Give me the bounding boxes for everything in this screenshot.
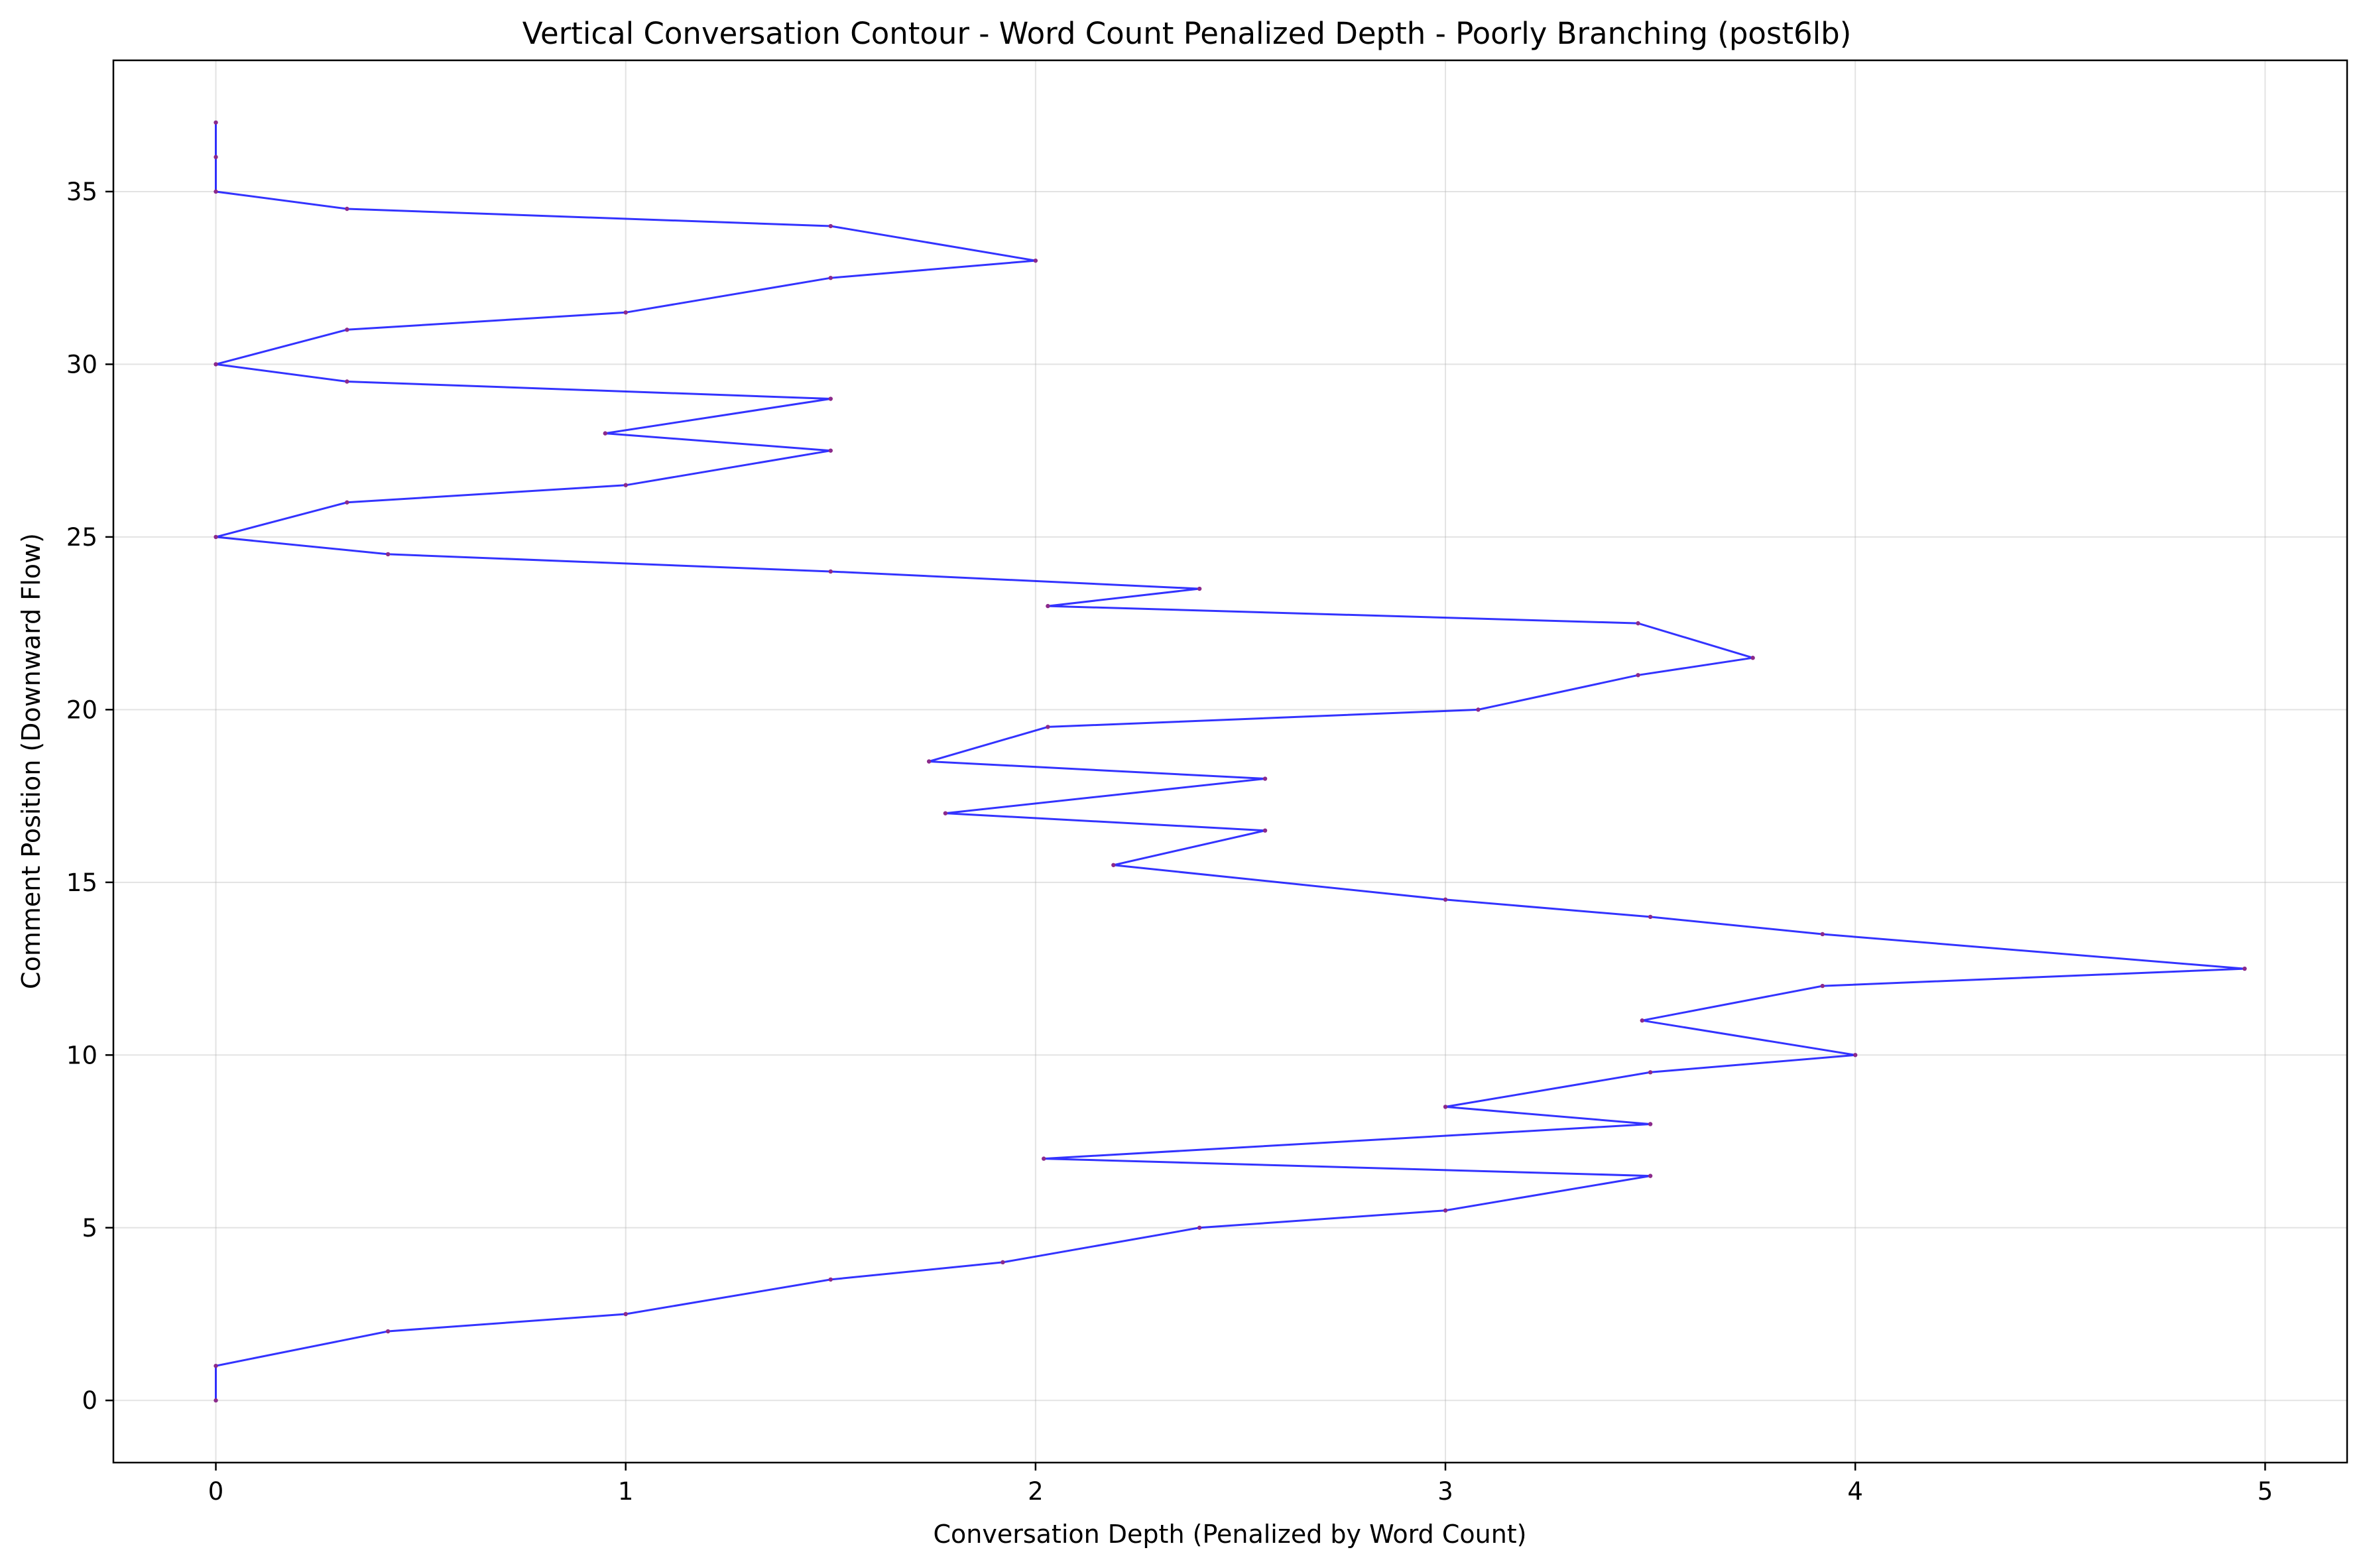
x-tick-label: 4 [1847,1477,1863,1506]
data-point [828,569,833,574]
y-tick-label: 0 [82,1386,97,1415]
x-tick-label: 3 [1437,1477,1453,1506]
data-point [213,534,218,540]
grid-lines [113,60,2347,1463]
data-point [345,379,349,384]
plot-frame [112,59,2348,1464]
x-tick-label: 0 [208,1477,224,1506]
data-point [1820,983,1825,989]
data-point [345,206,349,211]
y-axis-label: Comment Position (Downward Flow) [17,533,46,989]
data-point [828,448,833,453]
data-point [1648,914,1653,920]
data-point [1046,603,1050,609]
y-tick-label: 5 [82,1214,97,1242]
x-axis-label: Conversation Depth (Penalized by Word Co… [933,1520,1526,1549]
data-point [1197,586,1202,591]
data-point [1853,1053,1858,1057]
x-tick-label: 2 [1028,1477,1044,1506]
data-point [926,759,932,764]
series-line [215,122,2245,1401]
y-tick-label: 15 [66,869,97,897]
data-point [1197,1225,1202,1230]
y-axis-ticks: 0 5 10 15 20 25 30 35 [66,178,113,1415]
data-point [385,1329,391,1334]
data-point [1443,1208,1448,1213]
data-point [828,223,833,229]
data-point [1443,897,1448,902]
data-point [213,154,218,160]
data-point [1636,621,1640,626]
data-point [1033,258,1038,263]
data-point [1042,1156,1046,1161]
y-tick-label: 30 [66,350,97,379]
data-point [828,1277,833,1282]
data-point [1262,828,1268,833]
series-layer [213,120,2247,1403]
x-tick-label: 5 [2258,1477,2274,1506]
data-point [828,275,833,280]
data-point [213,189,218,194]
data-point [213,120,218,125]
y-tick-label: 25 [66,523,97,552]
data-point [2242,966,2247,971]
data-point [828,396,833,401]
data-point [623,483,628,487]
data-point [345,328,349,332]
data-point [1046,725,1050,729]
x-axis-ticks: 0 1 2 3 4 5 [208,1463,2273,1506]
data-point [1820,932,1825,937]
chart-title: Vertical Conversation Contour - Word Cou… [522,16,1852,51]
data-point [1640,1018,1644,1023]
y-tick-label: 35 [66,178,97,206]
data-point [1262,776,1268,781]
y-tick-label: 20 [66,695,97,724]
x-tick-label: 1 [618,1477,634,1506]
data-point [1001,1260,1005,1265]
data-point [623,310,628,315]
data-point [1111,863,1116,867]
data-point [1648,1174,1653,1178]
data-point [1476,707,1481,712]
data-point [943,811,948,815]
data-point [1443,1105,1448,1109]
data-point [213,1398,218,1403]
data-point [385,552,391,557]
data-point [213,362,218,367]
data-point [345,500,349,505]
data-point [1750,656,1755,660]
data-point [623,1311,628,1317]
data-point [1648,1070,1653,1075]
data-point [1648,1122,1653,1126]
data-point [603,431,607,436]
data-point [1636,673,1640,678]
data-point [213,1363,218,1368]
y-tick-label: 10 [66,1041,97,1069]
